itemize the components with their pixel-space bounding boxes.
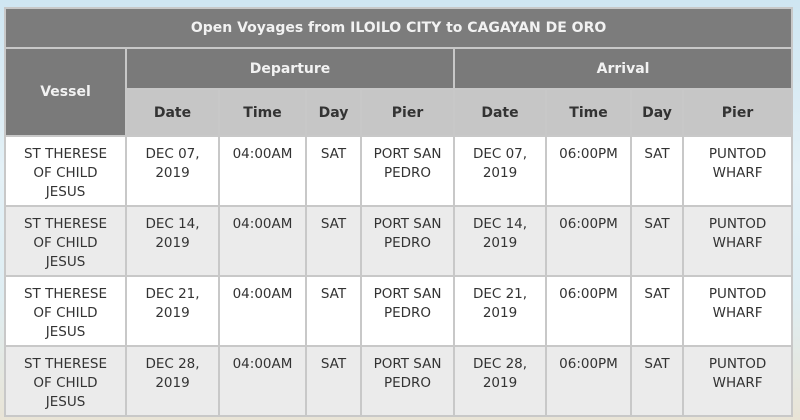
table-row: ST THERESE OF CHILD JESUS DEC 21, 2019 04:… <box>4 275 794 347</box>
voyages-table: Open Voyages from ILOILO CITY to CAGAYAN… <box>3 7 794 417</box>
arr-time-cell: 06:00PM <box>545 275 632 347</box>
arr-pier-cell: PUNTOD WHARF <box>681 345 794 417</box>
dep-time-cell: 04:00AM <box>218 135 307 207</box>
table-row: ST THERESE OF CHILD JESUS DEC 14, 2019 04:… <box>4 205 794 277</box>
dep-pier-cell: PORT SAN PEDRO <box>360 345 455 417</box>
arr-date-cell: DEC 21, 2019 <box>453 275 547 347</box>
arr-day-header: Day <box>630 88 684 137</box>
dep-day-cell: SAT <box>305 205 362 277</box>
vessel-cell: ST THERESE OF CHILD JESUS <box>4 135 127 207</box>
vessel-cell: ST THERESE OF CHILD JESUS <box>4 205 127 277</box>
dep-pier-header: Pier <box>360 88 455 137</box>
arr-date-header: Date <box>453 88 547 137</box>
dep-date-cell: DEC 14, 2019 <box>125 205 220 277</box>
arr-day-cell: SAT <box>630 345 684 417</box>
arr-pier-cell: PUNTOD WHARF <box>681 275 794 347</box>
vessel-cell: ST THERESE OF CHILD JESUS <box>4 345 127 417</box>
arr-pier-header: Pier <box>681 88 794 137</box>
arr-date-cell: DEC 14, 2019 <box>453 205 547 277</box>
arr-day-cell: SAT <box>630 135 684 207</box>
arr-pier-cell: PUNTOD WHARF <box>681 135 794 207</box>
dep-time-cell: 04:00AM <box>218 345 307 417</box>
dep-date-header: Date <box>125 88 220 137</box>
dep-day-header: Day <box>305 88 362 137</box>
table-row: ST THERESE OF CHILD JESUS DEC 07, 2019 04:… <box>4 135 794 207</box>
arrival-header: Arrival <box>452 47 794 90</box>
arr-day-cell: SAT <box>630 205 684 277</box>
dep-day-cell: SAT <box>305 275 362 347</box>
departure-header: Departure <box>125 47 455 90</box>
dep-date-cell: DEC 21, 2019 <box>125 275 220 347</box>
dep-date-cell: DEC 28, 2019 <box>125 345 220 417</box>
vessel-cell: ST THERESE OF CHILD JESUS <box>4 275 127 347</box>
arr-date-cell: DEC 07, 2019 <box>453 135 547 207</box>
arr-time-cell: 06:00PM <box>545 135 632 207</box>
dep-time-cell: 04:00AM <box>218 205 307 277</box>
table-title: Open Voyages from ILOILO CITY to CAGAYAN… <box>3 7 794 49</box>
arr-time-cell: 06:00PM <box>545 345 632 417</box>
dep-day-cell: SAT <box>305 345 362 417</box>
arr-day-cell: SAT <box>630 275 684 347</box>
dep-pier-cell: PORT SAN PEDRO <box>360 205 455 277</box>
dep-pier-cell: PORT SAN PEDRO <box>360 275 455 347</box>
table-row: ST THERESE OF CHILD JESUS DEC 28, 2019 04:… <box>4 345 794 417</box>
dep-pier-cell: PORT SAN PEDRO <box>360 135 455 207</box>
dep-date-cell: DEC 07, 2019 <box>125 135 220 207</box>
dep-time-cell: 04:00AM <box>218 275 307 347</box>
arr-time-header: Time <box>545 88 632 137</box>
dep-time-header: Time <box>218 88 307 137</box>
arr-date-cell: DEC 28, 2019 <box>453 345 547 417</box>
vessel-header: Vessel <box>4 47 127 137</box>
dep-day-cell: SAT <box>305 135 362 207</box>
arr-time-cell: 06:00PM <box>545 205 632 277</box>
arr-pier-cell: PUNTOD WHARF <box>681 205 794 277</box>
